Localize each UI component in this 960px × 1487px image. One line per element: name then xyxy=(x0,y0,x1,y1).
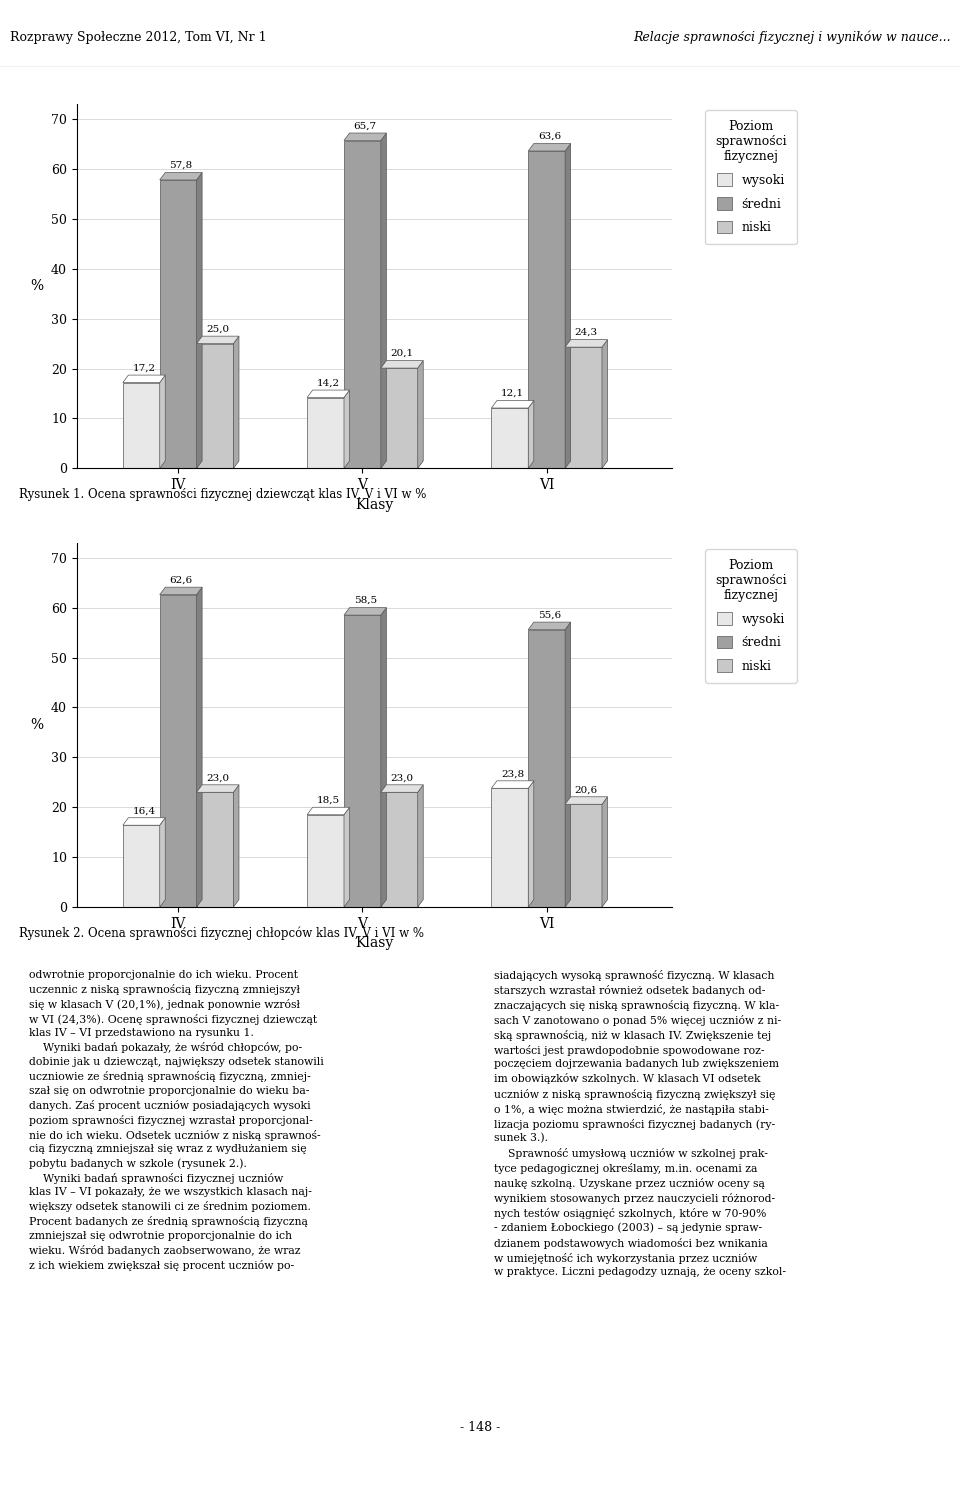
Polygon shape xyxy=(602,339,608,468)
Bar xyxy=(528,152,565,468)
Text: 17,2: 17,2 xyxy=(132,364,156,373)
Polygon shape xyxy=(159,172,203,180)
Polygon shape xyxy=(159,818,165,907)
Text: odwrotnie proporcjonalnie do ich wieku. Procent
uczennic z niską sprawnością fiz: odwrotnie proporcjonalnie do ich wieku. … xyxy=(29,970,324,1271)
Text: 55,6: 55,6 xyxy=(538,611,561,620)
Y-axis label: %: % xyxy=(31,718,44,732)
Text: 57,8: 57,8 xyxy=(169,161,192,170)
Text: 20,6: 20,6 xyxy=(575,785,598,794)
Polygon shape xyxy=(381,132,386,468)
Bar xyxy=(344,616,381,907)
Polygon shape xyxy=(418,785,423,907)
Bar xyxy=(381,793,418,907)
Legend: wysoki, średni, niski: wysoki, średni, niski xyxy=(705,110,797,244)
Polygon shape xyxy=(344,608,386,616)
Bar xyxy=(197,793,233,907)
Polygon shape xyxy=(233,336,239,468)
Polygon shape xyxy=(565,144,570,468)
Polygon shape xyxy=(159,375,165,468)
Text: 23,0: 23,0 xyxy=(206,773,229,782)
Polygon shape xyxy=(197,172,203,468)
Text: 20,1: 20,1 xyxy=(391,349,414,358)
Polygon shape xyxy=(197,336,239,343)
Polygon shape xyxy=(123,375,165,382)
Polygon shape xyxy=(197,587,203,907)
Polygon shape xyxy=(307,807,349,815)
Polygon shape xyxy=(565,339,608,346)
Polygon shape xyxy=(528,781,534,907)
Polygon shape xyxy=(528,144,570,152)
Text: 16,4: 16,4 xyxy=(132,806,156,815)
Polygon shape xyxy=(492,400,534,407)
Bar xyxy=(492,407,528,468)
Text: 12,1: 12,1 xyxy=(501,390,524,399)
Polygon shape xyxy=(602,797,608,907)
Text: 24,3: 24,3 xyxy=(575,329,598,338)
Polygon shape xyxy=(344,390,349,468)
Text: Relacje sprawności fizycznej i wyników w nauce...: Relacje sprawności fizycznej i wyników w… xyxy=(633,30,950,45)
Bar xyxy=(565,346,602,468)
Polygon shape xyxy=(159,587,203,595)
Text: 18,5: 18,5 xyxy=(317,796,340,804)
Bar xyxy=(197,343,233,468)
Bar xyxy=(307,397,344,468)
Text: 23,8: 23,8 xyxy=(501,769,524,778)
Bar xyxy=(565,804,602,907)
Text: Rysunek 2. Ocena sprawności fizycznej chłopców klas IV, V i VI w %: Rysunek 2. Ocena sprawności fizycznej ch… xyxy=(19,926,424,940)
Bar xyxy=(307,815,344,907)
Polygon shape xyxy=(197,785,239,793)
Bar xyxy=(528,629,565,907)
Polygon shape xyxy=(528,400,534,468)
Polygon shape xyxy=(123,818,165,825)
Text: 62,6: 62,6 xyxy=(169,575,192,584)
Polygon shape xyxy=(233,785,239,907)
Y-axis label: %: % xyxy=(31,280,44,293)
Polygon shape xyxy=(492,781,534,788)
Text: Rozprawy Społeczne 2012, Tom VI, Nr 1: Rozprawy Społeczne 2012, Tom VI, Nr 1 xyxy=(10,31,266,43)
Polygon shape xyxy=(418,361,423,468)
Bar xyxy=(344,140,381,468)
Polygon shape xyxy=(565,622,570,907)
Text: Rysunek 1. Ocena sprawności fizycznej dziewcząt klas IV, V i VI w %: Rysunek 1. Ocena sprawności fizycznej dz… xyxy=(19,488,426,501)
Bar xyxy=(159,595,197,907)
Bar xyxy=(123,825,159,907)
Text: 58,5: 58,5 xyxy=(353,596,376,605)
Text: - 148 -: - 148 - xyxy=(460,1422,500,1433)
Text: siadających wysoką sprawność fizyczną. W klasach
starszych wzrastał również odse: siadających wysoką sprawność fizyczną. W… xyxy=(494,970,786,1277)
Polygon shape xyxy=(344,132,386,140)
Polygon shape xyxy=(344,807,349,907)
X-axis label: Klasy: Klasy xyxy=(355,498,394,512)
Polygon shape xyxy=(307,390,349,397)
Polygon shape xyxy=(565,797,608,804)
Text: 65,7: 65,7 xyxy=(353,122,376,131)
Polygon shape xyxy=(381,785,423,793)
Text: 63,6: 63,6 xyxy=(538,132,561,141)
Bar xyxy=(159,180,197,468)
Polygon shape xyxy=(381,361,423,369)
Polygon shape xyxy=(381,608,386,907)
Text: 25,0: 25,0 xyxy=(206,324,229,333)
Bar xyxy=(381,369,418,468)
Text: 23,0: 23,0 xyxy=(391,773,414,782)
Bar xyxy=(123,382,159,468)
X-axis label: Klasy: Klasy xyxy=(355,937,394,950)
Legend: wysoki, średni, niski: wysoki, średni, niski xyxy=(705,549,797,683)
Polygon shape xyxy=(528,622,570,629)
Text: 14,2: 14,2 xyxy=(317,379,340,388)
Bar xyxy=(492,788,528,907)
